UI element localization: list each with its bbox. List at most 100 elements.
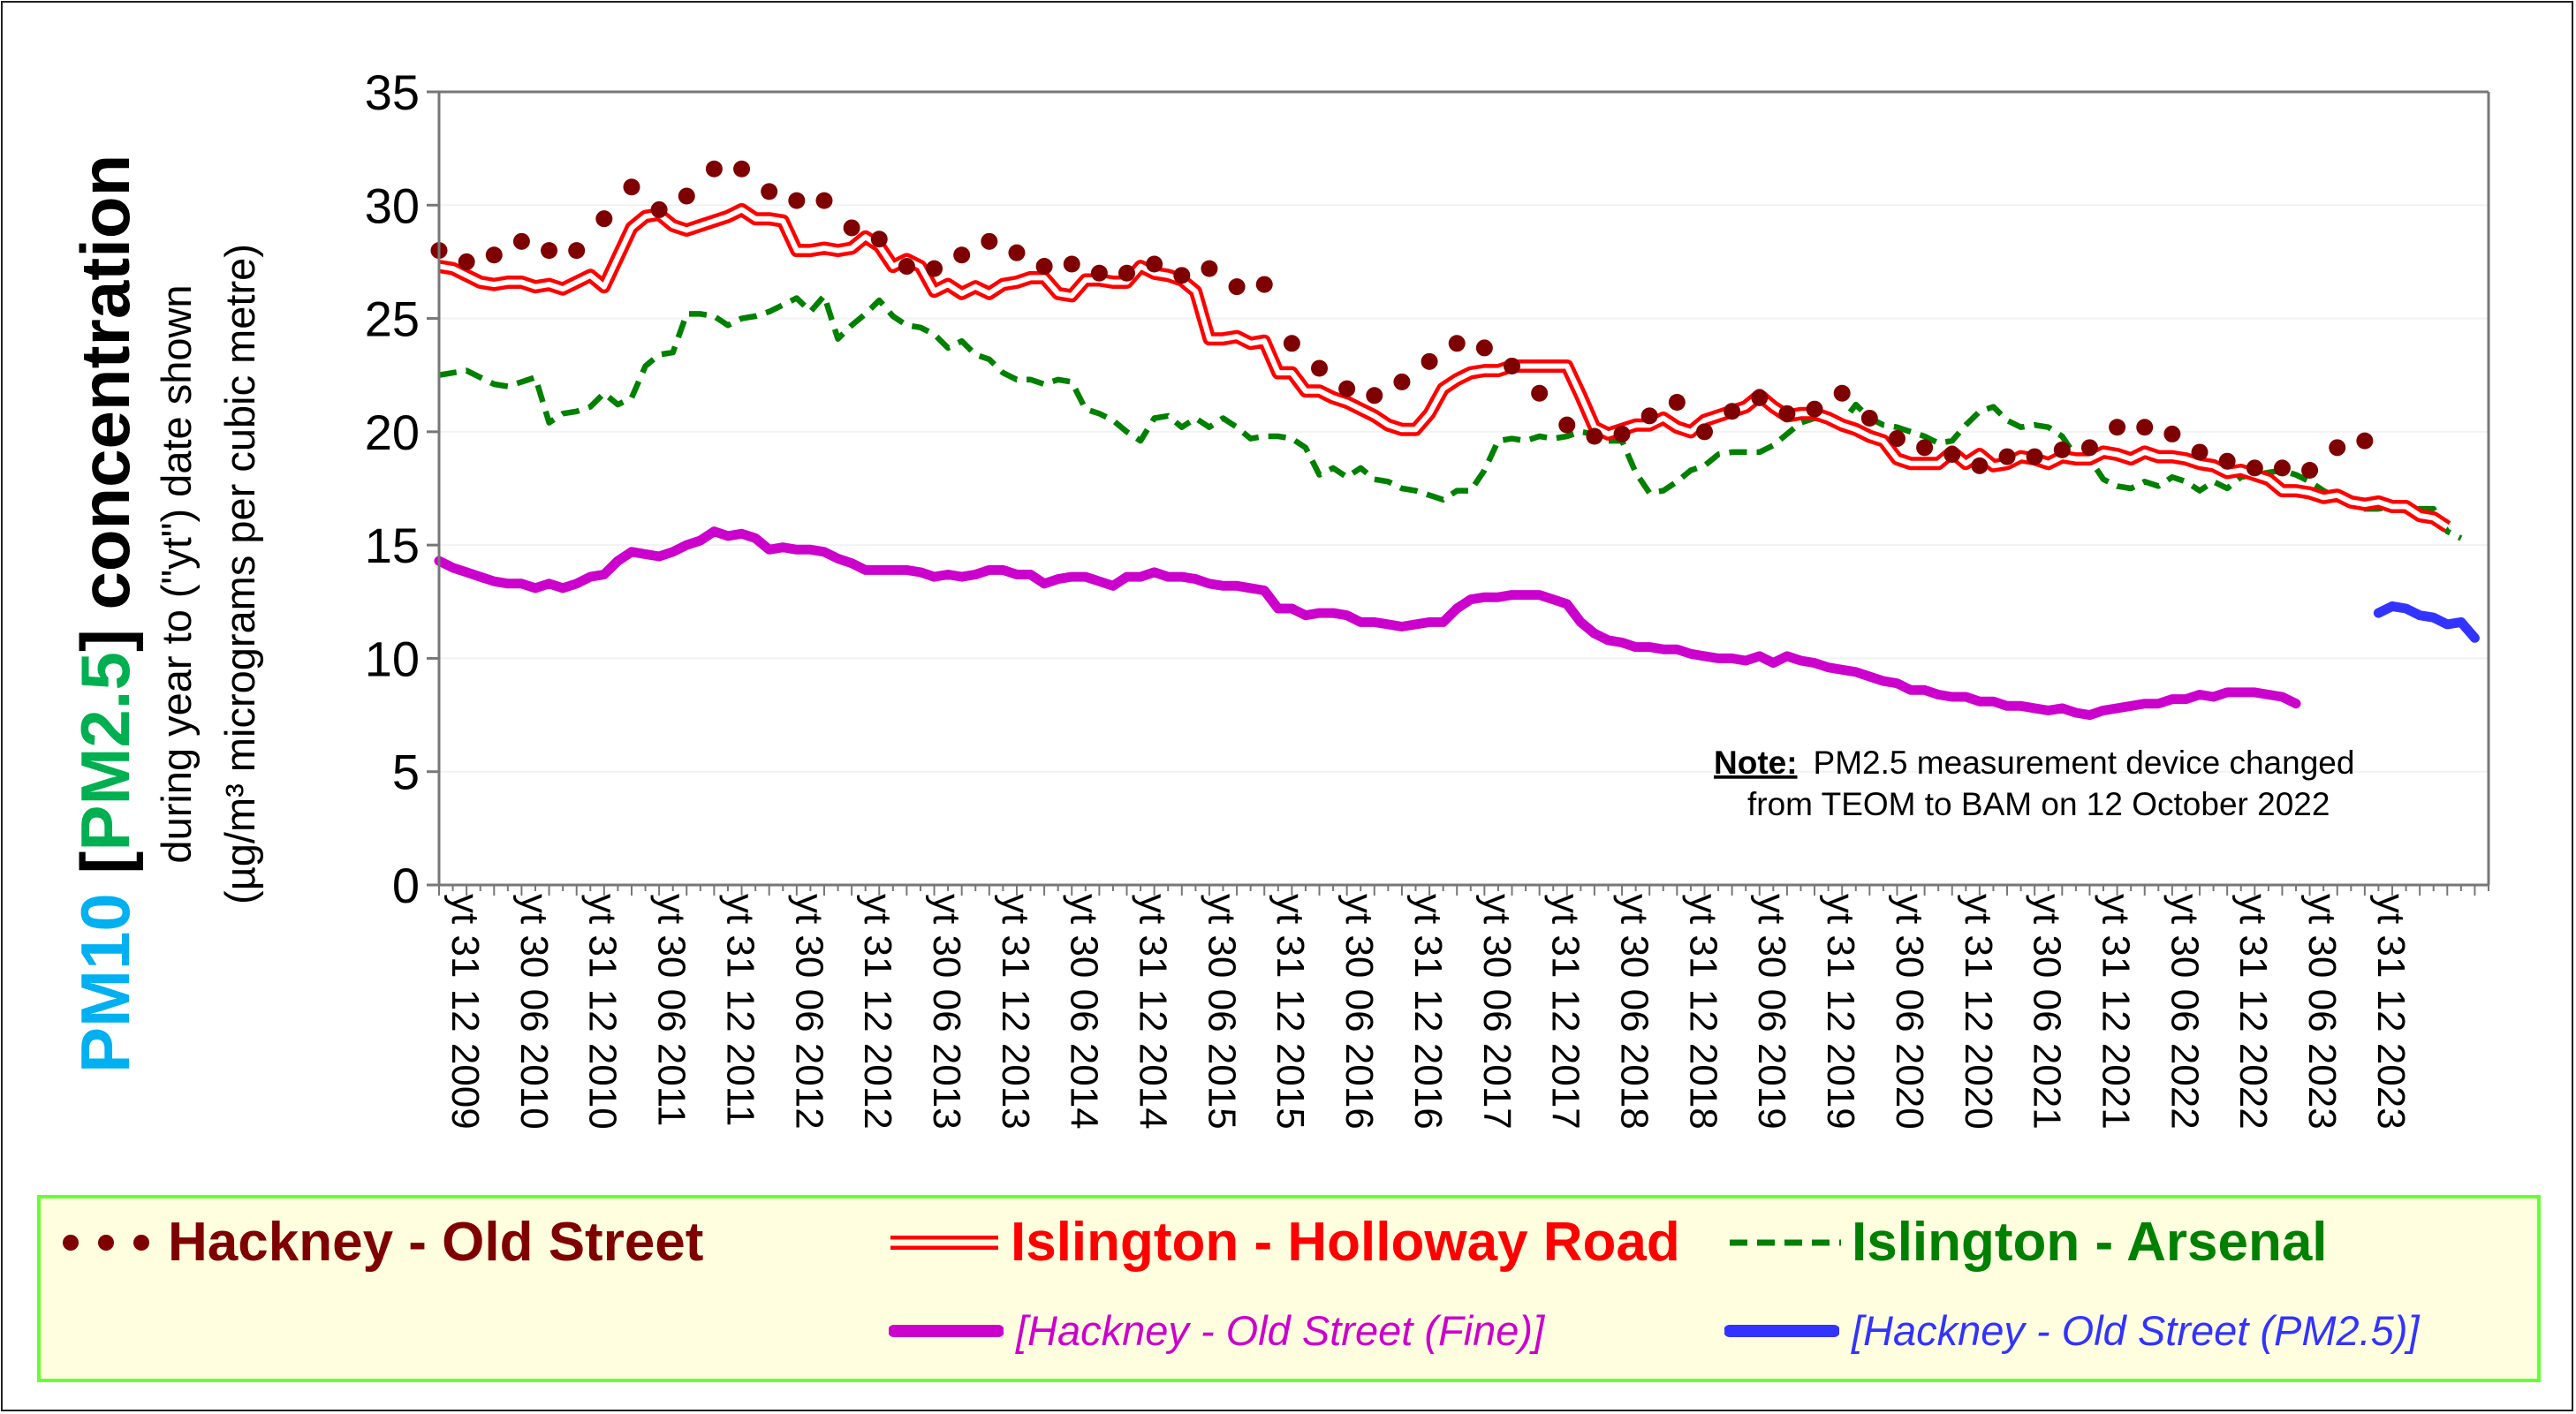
y-tick-label: 20: [365, 405, 420, 460]
series-layer: [430, 160, 2480, 721]
data-point: [1668, 394, 1686, 412]
data-point: [1503, 357, 1520, 374]
data-point: [485, 246, 503, 264]
series-islington-holloway-road-inner: [438, 207, 2449, 530]
data-point: [1201, 260, 1218, 277]
data-point: [1613, 425, 1631, 442]
series-hackney-old-street: [430, 160, 2374, 479]
data-point: [2136, 419, 2154, 436]
legend-item-islington-arsenal: Islington - Arsenal: [1728, 1211, 2328, 1274]
note-text-1: PM2.5 measurement device changed: [1814, 745, 2355, 781]
data-point: [1063, 255, 1080, 273]
data-point: [2109, 419, 2126, 436]
data-point: [870, 231, 888, 248]
legend-item-hackney-pm25: [Hackney - Old Street (PM2.5)]: [1724, 1306, 2420, 1355]
y-tick-label: 5: [392, 745, 420, 800]
x-tick-label: yt 31 12 2013: [994, 894, 1037, 1130]
data-point: [2301, 461, 2319, 479]
data-point: [898, 258, 915, 276]
data-point: [1311, 359, 1329, 377]
x-tick-label: yt 31 12 2019: [1819, 894, 1862, 1130]
x-tick-label: yt 30 06 2015: [1200, 894, 1243, 1130]
data-point: [1640, 407, 1658, 425]
data-point: [1916, 439, 1934, 457]
data-point: [1943, 446, 1961, 464]
x-tick-label: yt 31 12 2009: [443, 894, 487, 1130]
legend-swatch-double-line: [890, 1235, 998, 1250]
legend-item-hackney-old-street: Hackney - Old Street: [53, 1211, 703, 1274]
legend-swatch-thick-blue: [1724, 1324, 1839, 1337]
data-point: [1035, 258, 1053, 276]
x-tick-label: yt 31 12 2011: [718, 894, 761, 1126]
data-point: [1998, 448, 2016, 465]
y-axis-title: PM10 [PM2.5] concentration: [66, 155, 144, 1073]
x-tick-label: yt 31 12 2016: [1406, 894, 1450, 1130]
data-point: [1146, 255, 1163, 273]
data-point: [981, 232, 998, 250]
data-point: [1531, 384, 1549, 402]
data-point: [1724, 403, 1741, 420]
data-point: [705, 160, 723, 178]
x-tick-label: yt 30 06 2017: [1475, 894, 1519, 1130]
y-tick-label: 25: [365, 291, 420, 347]
note-line-2: from TEOM to BAM on 12 October 2022: [1747, 786, 2330, 822]
pm-chart: 0 5 10 15 20 25 30 35 yt 31 12 2009 yt 30 06 201…: [66, 64, 2490, 1130]
data-point: [458, 253, 475, 270]
legend-item-hackney-fine: [Hackney - Old Street (Fine)]: [889, 1306, 1544, 1355]
series-hackney-old-street-pm2-5: [2373, 601, 2480, 643]
data-point: [2163, 425, 2181, 442]
note-line-1: Note: PM2.5 measurement device changed: [1714, 745, 2354, 781]
x-tick-label: yt 30 06 2022: [2163, 894, 2206, 1130]
data-point: [2273, 459, 2291, 477]
data-point: [1888, 430, 1905, 448]
data-point: [650, 200, 668, 218]
y-axis-ticks: 0 5 10 15 20 25 30 35: [365, 64, 439, 913]
data-point: [2053, 441, 2071, 458]
x-tick-label: yt 31 12 2023: [2369, 894, 2413, 1130]
data-point: [1475, 339, 1493, 357]
legend-swatch-dots: [63, 1234, 149, 1251]
data-point: [678, 187, 695, 205]
data-point: [1366, 387, 1383, 405]
series-hackney-old-street-fine: [434, 526, 2301, 721]
x-tick-label: yt 30 06 2013: [925, 894, 968, 1130]
legend-label-hackney-pm25: [Hackney - Old Street (PM2.5)]: [1852, 1307, 2420, 1354]
x-tick-label: yt 31 12 2020: [1957, 894, 2000, 1130]
data-point: [541, 242, 558, 260]
data-point: [595, 210, 613, 228]
data-point: [1118, 264, 1136, 282]
data-point: [1860, 409, 1878, 427]
legend: Hackney - Old Street Islington - Hollowa…: [37, 1195, 2541, 1382]
y-title-bracket-open: [: [66, 851, 144, 894]
x-tick-label: yt 31 12 2010: [581, 894, 625, 1130]
legend-swatch-thick-magenta: [889, 1324, 1004, 1337]
x-tick-label: yt 31 12 2015: [1269, 894, 1312, 1130]
x-tick-label: yt 30 06 2020: [1888, 894, 1931, 1130]
data-point: [1090, 264, 1108, 282]
y-title-pm10: PM10: [66, 893, 144, 1073]
data-point: [2329, 439, 2346, 457]
data-point: [815, 192, 833, 209]
legend-label-islington-holloway-road: Islington - Holloway Road: [1011, 1212, 1680, 1273]
data-point: [2246, 459, 2263, 477]
data-point: [1008, 244, 1026, 261]
data-point: [1283, 335, 1300, 352]
x-tick-label: yt 31 12 2021: [2094, 894, 2137, 1130]
series-islington-arsenal: [438, 292, 2463, 541]
x-tick-label: yt 30 06 2019: [1750, 894, 1793, 1130]
data-point: [2191, 443, 2209, 461]
x-tick-label: yt 30 06 2018: [1612, 894, 1655, 1130]
data-point: [953, 246, 971, 264]
legend-label-hackney-fine: [Hackney - Old Street (Fine)]: [1016, 1307, 1545, 1354]
x-tick-label: yt 30 06 2016: [1337, 894, 1381, 1130]
x-tick-label: yt 30 06 2010: [512, 894, 556, 1130]
note-label: Note:: [1714, 745, 1798, 781]
y-title-concentration: ] concentration: [66, 155, 144, 652]
data-point: [788, 192, 806, 209]
x-tick-label: yt 31 12 2012: [856, 894, 899, 1130]
y-tick-label: 35: [365, 64, 420, 120]
x-tick-label: yt 30 06 2014: [1063, 894, 1106, 1130]
data-point: [1558, 416, 1576, 434]
x-tick-label: yt 30 06 2021: [2026, 894, 2069, 1130]
x-tick-label: yt 30 06 2012: [787, 894, 830, 1130]
